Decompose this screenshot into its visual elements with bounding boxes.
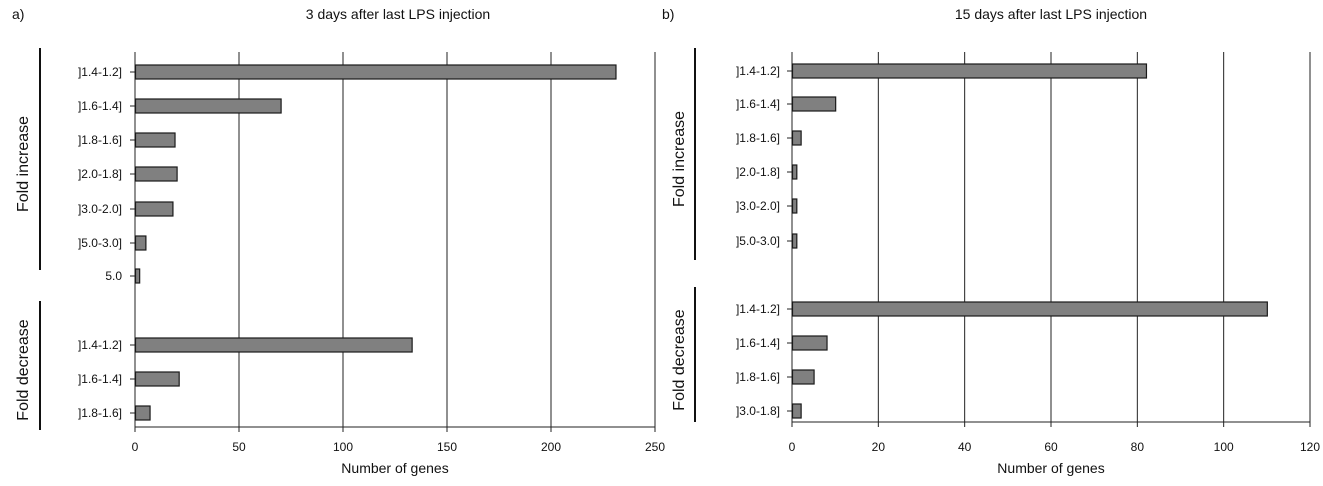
chart-panel: b) 15 days after last LPS injection 0 20 40 6…: [662, 6, 1320, 476]
category-label: ]1.8-1.6]: [78, 406, 122, 420]
bar: [791, 198, 798, 214]
bar: [791, 233, 798, 249]
x-tick-label: 100: [1214, 440, 1234, 454]
x-tick-label: 100: [333, 440, 353, 454]
category-label: ]3.0-1.8]: [736, 404, 780, 418]
x-tick-label: 250: [645, 440, 665, 454]
chart-panel: a) 3 days after last LPS injection 0 50 100 1…: [12, 6, 665, 476]
x-axis-label: Number of genes: [997, 460, 1104, 476]
category-label: ]1.4-1.2]: [736, 302, 780, 316]
x-tick-label: 0: [132, 440, 139, 454]
bar: [134, 405, 151, 421]
group-label: Fold increase: [671, 111, 688, 207]
bar: [791, 164, 798, 180]
bar: [791, 96, 837, 112]
bar: [134, 64, 617, 80]
x-tick-label: 200: [541, 440, 561, 454]
x-tick-label: 50: [232, 440, 246, 454]
x-tick-label: 150: [437, 440, 457, 454]
bar: [134, 371, 180, 387]
bar: [791, 63, 1148, 79]
x-tick-label: 80: [1131, 440, 1145, 454]
bar: [134, 132, 176, 148]
x-tick-label: 60: [1044, 440, 1058, 454]
bar: [134, 337, 413, 353]
category-label: ]1.6-1.4]: [736, 97, 780, 111]
bar: [134, 235, 147, 251]
group-label: Fold decrease: [15, 319, 32, 420]
bar: [134, 166, 178, 182]
x-tick-label: 120: [1300, 440, 1320, 454]
category-label: ]1.6-1.4]: [78, 99, 122, 113]
category-label: ]1.8-1.6]: [736, 131, 780, 145]
group-label: Fold increase: [15, 116, 32, 212]
bar: [134, 268, 141, 284]
category-label: ]1.4-1.2]: [736, 64, 780, 78]
chart-title: 3 days after last LPS injection: [306, 6, 490, 22]
category-label: ]5.0-3.0]: [78, 236, 122, 250]
panel-label: a): [12, 6, 24, 22]
category-label: ]3.0-2.0]: [78, 202, 122, 216]
category-label: ]1.8-1.6]: [736, 370, 780, 384]
category-label: ]2.0-1.8]: [736, 165, 780, 179]
category-label: ]1.8-1.6]: [78, 133, 122, 147]
bar: [791, 369, 815, 385]
group-label: Fold decrease: [671, 309, 688, 410]
category-label: ]1.6-1.4]: [736, 336, 780, 350]
bar: [791, 130, 802, 146]
bar: [791, 301, 1268, 317]
category-label: 5.0: [105, 269, 122, 283]
panel-label: b): [662, 6, 674, 22]
x-axis-label: Number of genes: [341, 460, 448, 476]
category-label: ]3.0-2.0]: [736, 199, 780, 213]
bar: [791, 335, 828, 351]
category-label: ]1.4-1.2]: [78, 65, 122, 79]
bar: [134, 98, 282, 114]
x-tick-label: 40: [958, 440, 972, 454]
category-label: ]1.4-1.2]: [78, 338, 122, 352]
category-label: ]5.0-3.0]: [736, 234, 780, 248]
bar: [134, 201, 174, 217]
category-label: ]1.6-1.4]: [78, 372, 122, 386]
category-label: ]2.0-1.8]: [78, 167, 122, 181]
chart-title: 15 days after last LPS injection: [955, 6, 1147, 22]
bar: [791, 403, 802, 419]
x-tick-label: 20: [872, 440, 886, 454]
x-tick-label: 0: [789, 440, 796, 454]
